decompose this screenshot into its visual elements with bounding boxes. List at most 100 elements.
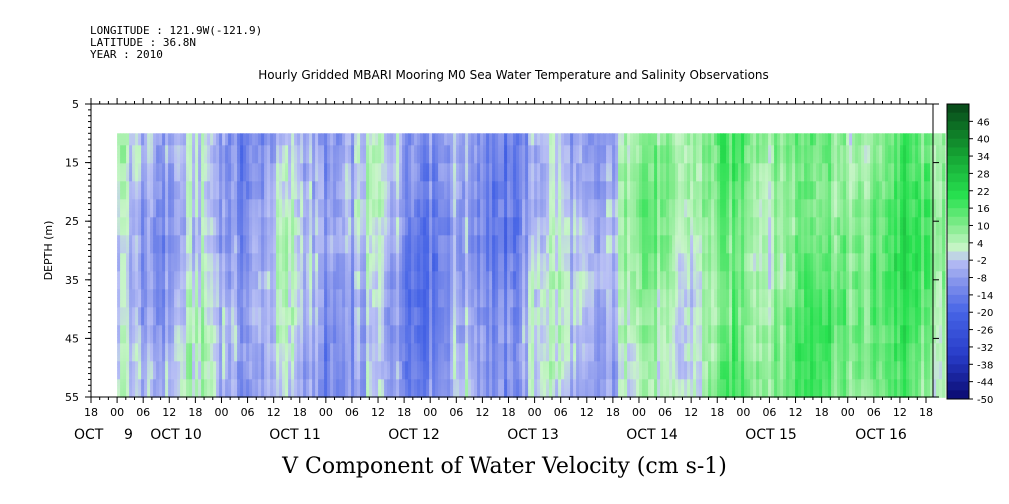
heatmap-cell	[231, 298, 235, 302]
heatmap-cell	[189, 142, 193, 146]
heatmap-cell	[279, 256, 283, 260]
heatmap-cell	[138, 328, 142, 332]
heatmap-cell	[222, 310, 226, 314]
heatmap-cell	[249, 208, 253, 212]
heatmap-cell	[162, 355, 166, 359]
heatmap-cell	[267, 241, 271, 245]
heatmap-cell	[228, 319, 232, 323]
heatmap-cell	[156, 271, 160, 275]
heatmap-cell	[270, 301, 274, 305]
heatmap-cell	[183, 319, 187, 323]
heatmap-cell	[117, 208, 121, 212]
heatmap-cell	[219, 235, 223, 239]
heatmap-cell	[120, 313, 124, 317]
heatmap-cell	[153, 256, 157, 260]
heatmap-cell	[249, 388, 253, 392]
heatmap-cell	[204, 178, 208, 182]
heatmap-cell	[279, 133, 283, 137]
heatmap-cell	[210, 355, 214, 359]
heatmap-cell	[243, 367, 247, 371]
heatmap-cell	[258, 136, 262, 140]
heatmap-cell	[192, 313, 196, 317]
heatmap-cell	[282, 364, 286, 368]
heatmap-cell	[171, 373, 175, 377]
heatmap-cell	[180, 280, 184, 284]
heatmap-cell	[201, 388, 205, 392]
heatmap-cell	[147, 214, 151, 218]
heatmap-cell	[168, 247, 172, 251]
heatmap-cell	[120, 232, 124, 236]
heatmap-cell	[267, 277, 271, 281]
heatmap-cell	[180, 370, 184, 374]
heatmap-cell	[276, 322, 280, 326]
heatmap-cell	[153, 178, 157, 182]
heatmap-cell	[171, 241, 175, 245]
heatmap-cell	[141, 235, 145, 239]
heatmap-cell	[132, 328, 136, 332]
heatmap-cell	[261, 193, 265, 197]
heatmap-cell	[144, 133, 148, 137]
heatmap-cell	[264, 301, 268, 305]
heatmap-cell	[252, 370, 256, 374]
heatmap-cell	[237, 337, 241, 341]
heatmap-cell	[270, 244, 274, 248]
heatmap-cell	[201, 313, 205, 317]
heatmap-cell	[180, 187, 184, 191]
heatmap-cell	[210, 346, 214, 350]
heatmap-cell	[255, 352, 259, 356]
heatmap-cell	[276, 262, 280, 266]
heatmap-cell	[162, 145, 166, 149]
heatmap-cell	[171, 178, 175, 182]
heatmap-cell	[225, 136, 229, 140]
heatmap-cell	[243, 373, 247, 377]
heatmap-cell	[249, 280, 253, 284]
heatmap-cell	[177, 238, 181, 242]
heatmap-cell	[279, 274, 283, 278]
heatmap-cell	[153, 289, 157, 293]
heatmap-cell	[231, 244, 235, 248]
heatmap-cell	[192, 325, 196, 329]
heatmap-cell	[225, 181, 229, 185]
heatmap-cell	[150, 319, 154, 323]
heatmap-cell	[228, 343, 232, 347]
heatmap-cell	[240, 220, 244, 224]
heatmap-cell	[141, 139, 145, 143]
heatmap-cell	[279, 379, 283, 383]
heatmap-cell	[231, 268, 235, 272]
heatmap-cell	[237, 184, 241, 188]
heatmap-cell	[144, 382, 148, 386]
heatmap-cell	[204, 139, 208, 143]
heatmap-cell	[159, 217, 163, 221]
heatmap-cell	[162, 223, 166, 227]
heatmap-cell	[201, 367, 205, 371]
heatmap-cell	[267, 337, 271, 341]
heatmap-cell	[126, 307, 130, 311]
heatmap-cell	[153, 211, 157, 215]
heatmap-cell	[126, 352, 130, 356]
heatmap-cell	[252, 349, 256, 353]
heatmap-cell	[123, 274, 127, 278]
heatmap-cell	[192, 208, 196, 212]
heatmap-cell	[204, 214, 208, 218]
heatmap-cell	[249, 199, 253, 203]
heatmap-cell	[216, 283, 220, 287]
heatmap-cell	[249, 385, 253, 389]
heatmap-cell	[252, 235, 256, 239]
heatmap-cell	[144, 199, 148, 203]
heatmap-cell	[150, 334, 154, 338]
heatmap-cell	[189, 196, 193, 200]
heatmap-cell	[252, 208, 256, 212]
heatmap-cell	[126, 175, 130, 179]
heatmap-cell	[186, 385, 190, 389]
heatmap-cell	[162, 226, 166, 230]
heatmap-cell	[129, 223, 133, 227]
heatmap-cell	[174, 163, 178, 167]
heatmap-cell	[261, 187, 265, 191]
heatmap-cell	[219, 139, 223, 143]
heatmap-cell	[231, 253, 235, 256]
heatmap-cell	[210, 205, 214, 209]
heatmap-cell	[177, 214, 181, 218]
heatmap-cell	[210, 193, 214, 197]
heatmap-cell	[144, 196, 148, 200]
heatmap-cell	[192, 184, 196, 188]
